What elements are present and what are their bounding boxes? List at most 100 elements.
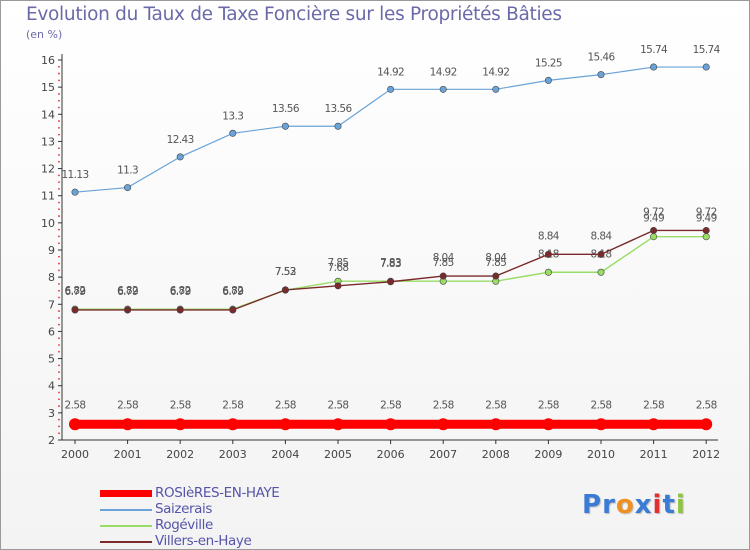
data-label: 2.58 [380, 399, 401, 411]
logo-letter: r [602, 490, 616, 520]
x-tick-label: 2012 [692, 448, 720, 461]
x-tick-label: 2008 [482, 448, 510, 461]
data-label: 15.25 [535, 57, 562, 69]
x-tick-label: 2004 [271, 448, 299, 461]
y-minor-tick [58, 262, 60, 265]
y-minor-tick [58, 160, 60, 163]
data-label: 2.58 [117, 399, 138, 411]
data-label: 11.13 [61, 169, 88, 181]
data-point [702, 226, 710, 234]
y-minor-tick [58, 79, 60, 82]
y-minor-tick [58, 310, 60, 312]
y-tick-label: 9 [48, 244, 55, 257]
data-label: 9.49 [696, 213, 717, 225]
x-tick-label: 2007 [429, 448, 457, 461]
data-point [439, 272, 447, 280]
y-minor-tick [58, 147, 60, 150]
y-minor-tick [58, 133, 60, 136]
data-label: 6.79 [117, 286, 138, 298]
data-point [176, 306, 184, 314]
logo-letter: o [615, 490, 635, 520]
x-tick-label: 2002 [166, 448, 194, 461]
y-tick-label: 16 [41, 54, 55, 67]
x-tick-label: 2005 [324, 448, 352, 461]
data-label: 13.56 [324, 103, 352, 115]
y-tick-label: 5 [48, 353, 55, 366]
data-label: 7.53 [275, 266, 296, 278]
data-point [387, 85, 395, 93]
data-label: 2.58 [65, 399, 86, 411]
logo-letter: x [634, 490, 653, 520]
data-point [332, 418, 344, 431]
data-label: 15.46 [587, 52, 615, 64]
y-minor-tick [58, 215, 60, 217]
data-point [437, 418, 450, 431]
y-minor-tick [58, 228, 60, 231]
data-label: 7.83 [380, 257, 401, 269]
data-point [281, 122, 289, 130]
data-point [597, 71, 605, 79]
y-minor-tick [58, 72, 60, 75]
data-label: 2.58 [538, 399, 559, 411]
data-label: 6.82 [65, 285, 86, 297]
data-point [650, 226, 658, 234]
data-label: 2.58 [485, 399, 506, 411]
data-point [176, 153, 184, 161]
data-point [700, 418, 713, 431]
y-minor-tick [58, 425, 60, 428]
y-minor-tick [58, 120, 60, 122]
logo-letter: i [675, 490, 686, 520]
data-point [387, 278, 395, 286]
y-minor-tick [58, 106, 60, 109]
data-label: 8.04 [433, 252, 455, 264]
y-minor-tick [58, 255, 60, 258]
legend-swatch [100, 525, 152, 527]
data-point [650, 233, 658, 241]
data-point [334, 122, 342, 130]
data-label: 8.04 [485, 252, 507, 264]
y-minor-tick [58, 242, 60, 245]
y-minor-tick [58, 405, 60, 407]
data-point [702, 63, 710, 71]
data-label: 2.58 [591, 399, 612, 411]
y-tick-label: 6 [48, 325, 55, 338]
y-tick-label: 14 [41, 108, 55, 121]
chart-title: Evolution du Taux de Taxe Foncière sur l… [26, 4, 562, 25]
y-tick-label: 10 [41, 217, 55, 230]
data-label: 2.58 [696, 399, 717, 411]
data-label: 9.72 [643, 206, 664, 218]
data-point [334, 282, 342, 290]
data-point [492, 85, 500, 93]
data-label: 13.56 [272, 103, 300, 115]
y-minor-tick [58, 391, 60, 394]
y-tick-label: 13 [41, 135, 55, 148]
y-tick-label: 2 [48, 434, 55, 447]
legend-label: Rogéville [155, 517, 213, 533]
data-point [279, 418, 292, 431]
data-label: 7.85 [328, 257, 349, 269]
y-minor-tick [58, 316, 60, 319]
legend-label: ROSIèRES-EN-HAYE [155, 485, 280, 501]
data-point [597, 250, 605, 258]
logo-letter: P [582, 490, 603, 520]
y-minor-tick [58, 418, 60, 421]
data-label: 7.85 [485, 257, 506, 269]
data-point [595, 418, 607, 431]
data-point [69, 418, 81, 431]
y-minor-tick [58, 432, 60, 435]
series-line-2 [75, 235, 707, 310]
legend-label: Villers-en-Haye [155, 533, 252, 549]
y-tick-label: 8 [48, 271, 55, 284]
y-tick-label: 12 [41, 163, 55, 176]
data-label: 14.92 [430, 66, 457, 78]
data-point [544, 250, 552, 258]
legend-swatch [100, 509, 152, 511]
data-label: 7.83 [380, 258, 401, 270]
y-minor-tick [58, 65, 60, 68]
y-minor-tick [58, 235, 60, 238]
data-label: 11.3 [117, 165, 138, 177]
data-label: 2.58 [170, 399, 191, 411]
x-tick-label: 2001 [114, 448, 142, 461]
data-label: 15.74 [640, 44, 668, 56]
data-label: 8.84 [591, 230, 613, 242]
